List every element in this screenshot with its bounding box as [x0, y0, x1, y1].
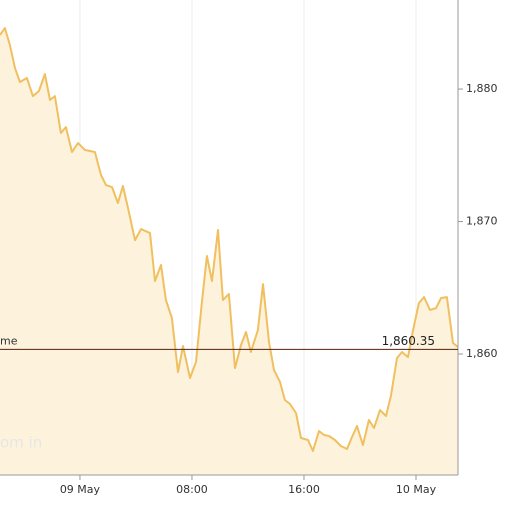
- watermark: om in: [0, 434, 42, 452]
- x-tick-label: 09 May: [60, 483, 101, 496]
- y-tick-label: 1,870: [466, 215, 498, 228]
- y-tick-label: 1,860: [466, 347, 498, 360]
- x-tick-label: 08:00: [176, 483, 208, 496]
- reference-label: 1,860.35: [382, 334, 435, 348]
- y-tick-label: 1,880: [466, 82, 498, 95]
- area-fill: [0, 28, 458, 475]
- x-tick-label: 16:00: [288, 483, 320, 496]
- x-tick-label: 10 May: [396, 483, 437, 496]
- price-line: [0, 27, 459, 452]
- annotation: me: [0, 334, 18, 347]
